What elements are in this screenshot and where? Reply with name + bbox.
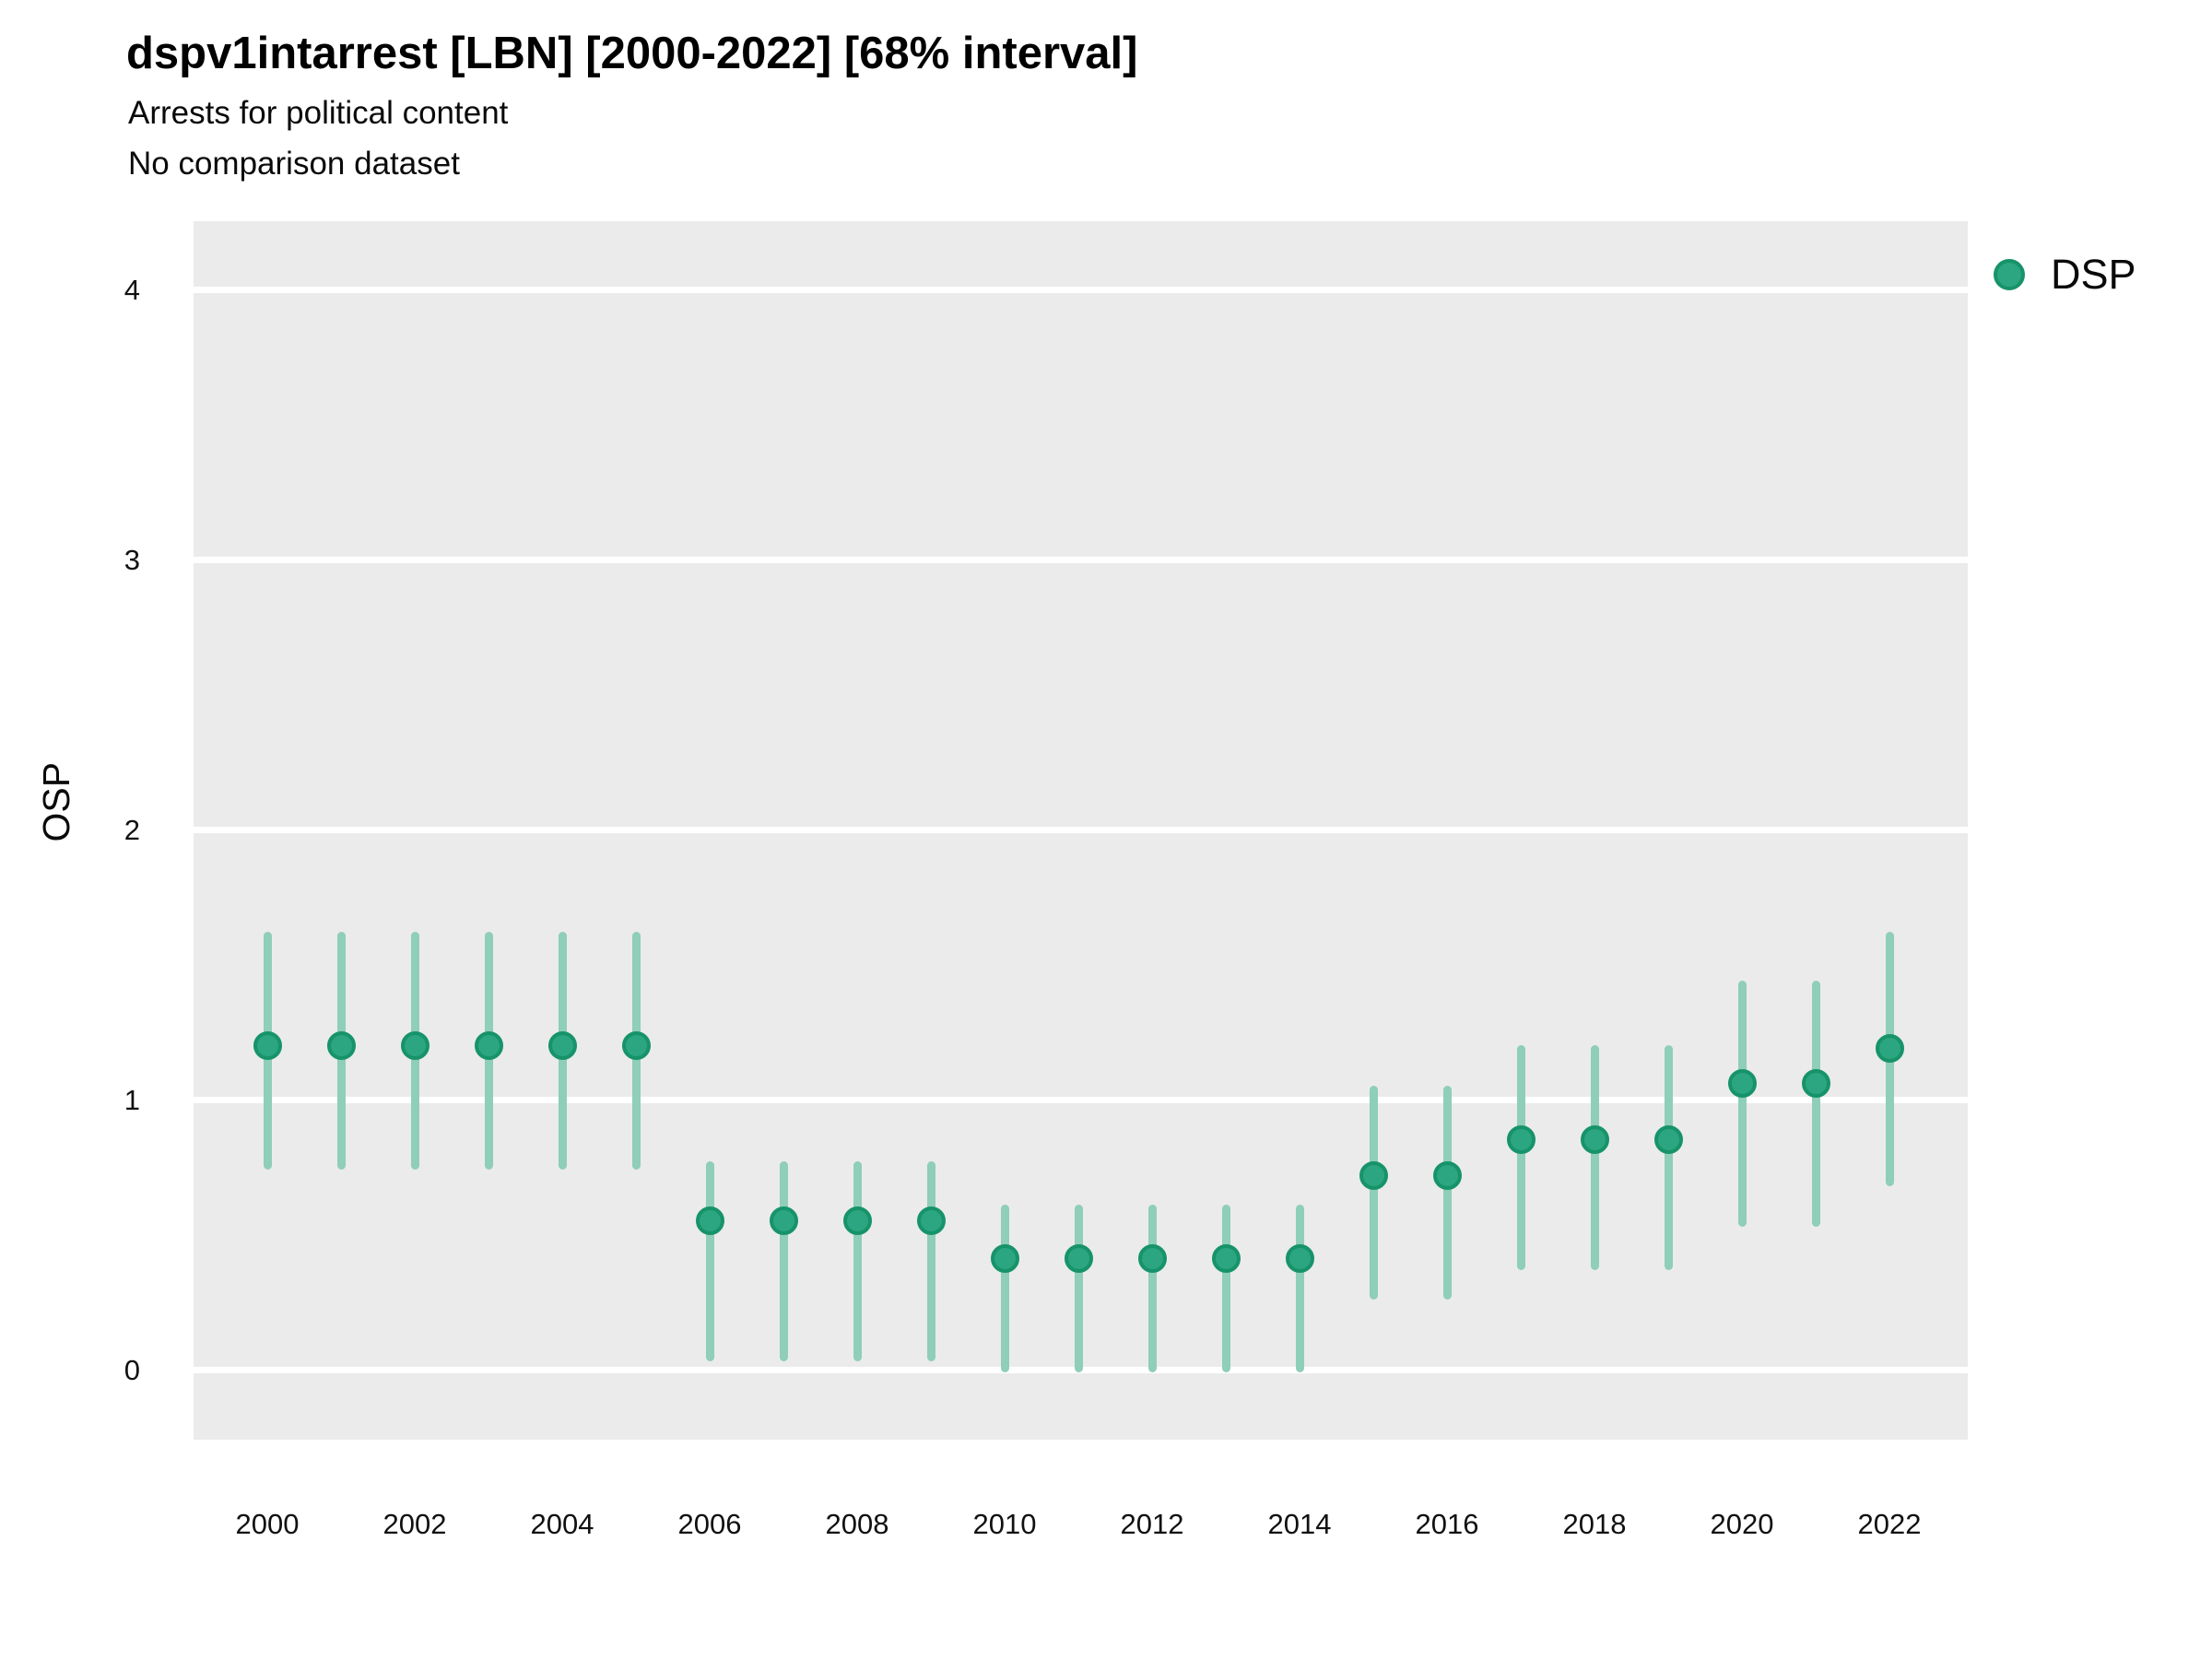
y-tick-label: 3	[124, 544, 140, 576]
data-point	[1727, 1068, 1757, 1098]
data-point	[1285, 1244, 1314, 1274]
data-point	[1801, 1068, 1830, 1098]
interval-bar	[1369, 1086, 1378, 1300]
data-point	[474, 1030, 503, 1060]
interval-bar	[853, 1161, 862, 1362]
data-point	[1875, 1033, 1904, 1063]
interval-bar	[779, 1161, 788, 1362]
interval-bar	[1737, 981, 1747, 1227]
interval-bar	[926, 1161, 935, 1362]
interval-bar	[1590, 1045, 1599, 1270]
data-point	[1653, 1125, 1683, 1155]
data-point	[621, 1030, 651, 1060]
interval-bar	[1074, 1205, 1083, 1372]
legend-label: DSP	[2051, 251, 2136, 298]
interval-bar	[1664, 1045, 1673, 1270]
y-tick-label: 1	[124, 1084, 140, 1116]
chart-subtitle-note: No comparison dataset	[128, 146, 460, 182]
x-tick-label: 2010	[972, 1508, 1037, 1540]
data-point	[990, 1244, 1019, 1274]
x-tick-label: 2012	[1120, 1508, 1184, 1540]
gridline-y-3	[194, 556, 1968, 563]
legend-point-icon	[1994, 259, 2025, 290]
x-tick-label: 2018	[1562, 1508, 1627, 1540]
interval-bar	[1811, 981, 1820, 1227]
x-tick-label: 2004	[530, 1508, 594, 1540]
y-tick-label: 2	[124, 814, 140, 846]
data-point	[400, 1030, 429, 1060]
x-tick-label: 2022	[1857, 1508, 1922, 1540]
x-tick-label: 2016	[1415, 1508, 1479, 1540]
gridline-y-2	[194, 826, 1968, 833]
x-tick-label: 2014	[1267, 1508, 1332, 1540]
data-point	[1064, 1244, 1093, 1274]
data-point	[695, 1206, 724, 1236]
data-point	[916, 1206, 946, 1236]
y-tick-label: 0	[124, 1354, 140, 1386]
x-tick-label: 2002	[382, 1508, 447, 1540]
x-tick-label: 2020	[1710, 1508, 1774, 1540]
data-point	[1359, 1160, 1388, 1190]
data-point	[547, 1030, 577, 1060]
data-point	[1580, 1125, 1609, 1155]
y-tick-label: 4	[124, 274, 140, 306]
legend: DSP	[1994, 252, 2136, 298]
page-title: dspv1intarrest [LBN] [2000-2022] [68% in…	[126, 29, 1138, 78]
interval-bar	[1295, 1205, 1304, 1372]
interval-bar	[1000, 1205, 1009, 1372]
x-tick-label: 2006	[677, 1508, 742, 1540]
plot-panel	[194, 221, 1968, 1440]
interval-bar	[1147, 1205, 1157, 1372]
data-point	[253, 1030, 282, 1060]
data-point	[1137, 1244, 1167, 1274]
data-point	[842, 1206, 872, 1236]
data-point	[1506, 1125, 1535, 1155]
interval-bar	[705, 1161, 714, 1362]
data-point	[326, 1030, 356, 1060]
interval-bar	[1221, 1205, 1230, 1372]
x-tick-label: 2000	[235, 1508, 300, 1540]
gridline-y-4	[194, 286, 1968, 293]
interval-bar	[1516, 1045, 1525, 1270]
data-point	[769, 1206, 798, 1236]
x-tick-label: 2008	[825, 1508, 889, 1540]
chart-subtitle: Arrests for political content	[128, 95, 509, 131]
data-point	[1211, 1244, 1241, 1274]
data-point	[1432, 1160, 1462, 1190]
interval-bar	[1442, 1086, 1452, 1300]
gridline-y-1	[194, 1096, 1968, 1103]
